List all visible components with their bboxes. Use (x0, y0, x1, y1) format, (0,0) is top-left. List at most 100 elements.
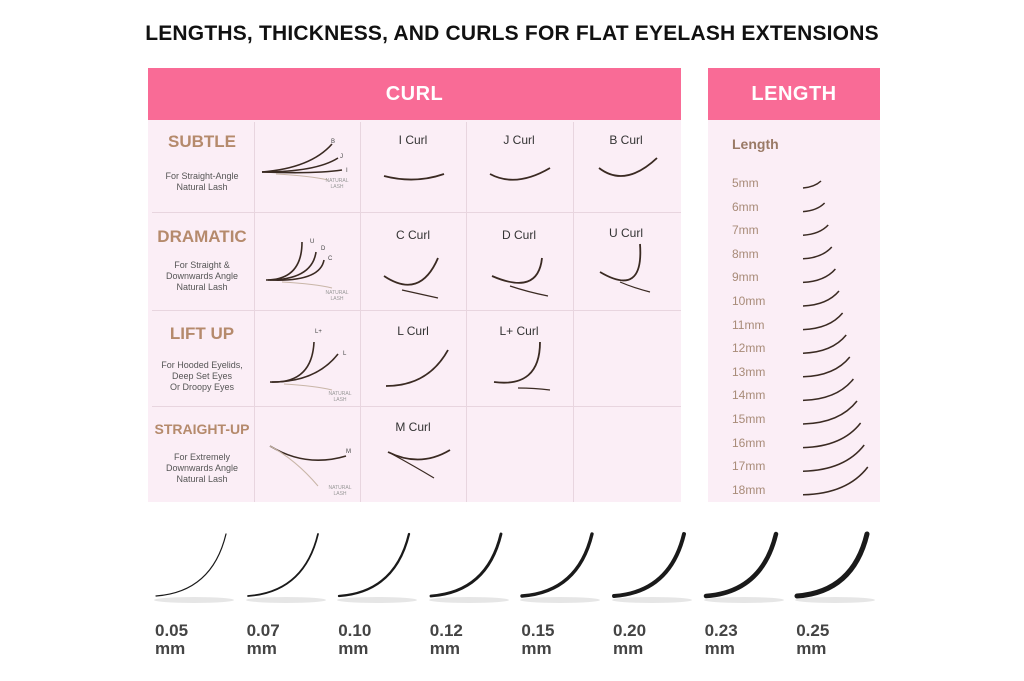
length-lash (802, 422, 862, 449)
lplus-curl-lash (493, 341, 551, 391)
length-label: 5mm (732, 176, 759, 190)
curl-label-d: D Curl (501, 228, 536, 242)
compare-letter-i: I (346, 168, 348, 174)
length-header: LENGTH (708, 68, 880, 120)
b-curl-lash (598, 157, 658, 177)
natural-text: NATURAL (325, 290, 349, 296)
natural-text: LASH (330, 184, 344, 190)
length-lash (802, 202, 826, 213)
grid-vertical-2 (360, 122, 361, 502)
thickness-lash (337, 532, 418, 603)
natural-text: LASH (333, 491, 347, 497)
curl-header: CURL (148, 68, 681, 120)
desc-line: For Hooded Eyelids, (161, 360, 243, 370)
thickness-lash (154, 533, 234, 603)
thickness-value: 0.05 (155, 621, 189, 640)
length-label: 18mm (732, 482, 766, 497)
curl-label-lplus: L+ Curl (499, 324, 539, 338)
desc-line: For Extremely (173, 452, 230, 462)
thickness-label: 0.23 mm (705, 622, 775, 658)
d-curl-lash (491, 257, 549, 297)
length-lash (802, 356, 851, 378)
curl-label-i: I Curl (398, 133, 428, 147)
natural-lash-label: NATURAL LASH (325, 391, 355, 403)
thickness-unit: mm (521, 639, 552, 658)
desc-line: Natural Lash (176, 474, 228, 484)
length-lash (802, 444, 865, 472)
thickness-label: 0.20 mm (613, 622, 683, 658)
length-label: 15mm (732, 412, 766, 426)
length-label: 17mm (732, 459, 766, 474)
category-subtle-desc: For Straight-Angle Natural Lash (152, 171, 252, 193)
compare-letter-j: J (340, 154, 343, 160)
category-dramatic-desc: For Straight & Downwards Angle Natural L… (152, 260, 252, 293)
curl-label-j: J Curl (503, 133, 535, 147)
compare-letter-u: U (310, 239, 315, 245)
length-lash (802, 224, 829, 236)
thickness-label: 0.15 mm (521, 622, 591, 658)
u-curl-lash (599, 243, 651, 293)
curl-label-b: B Curl (609, 133, 643, 147)
length-label: 16mm (732, 435, 766, 450)
length-lash (802, 268, 836, 284)
thickness-unit: mm (246, 639, 277, 658)
l-curl-lash (385, 349, 449, 387)
natural-lash-label: NATURAL LASH (322, 178, 352, 190)
natural-text: NATURAL (325, 178, 349, 184)
desc-line: Deep Set Eyes (171, 371, 233, 381)
natural-text: LASH (330, 296, 344, 302)
natural-text: NATURAL (328, 485, 352, 491)
grid-horizontal-1 (152, 212, 681, 213)
thickness-lash (703, 531, 784, 603)
compare-letter-m: M (346, 449, 351, 455)
c-curl-lash (383, 257, 439, 299)
dramatic-compare-diagram (265, 241, 333, 289)
thickness-label: 0.10 mm (338, 622, 408, 658)
thickness-label: 0.12 mm (430, 622, 500, 658)
length-label: 12mm (732, 341, 766, 356)
length-lash (802, 466, 869, 496)
compare-letter-c: C (328, 256, 333, 262)
curl-label-l: L Curl (397, 324, 429, 338)
length-lash (802, 246, 833, 260)
compare-letter-b: B (331, 139, 336, 145)
i-curl-lash (383, 173, 445, 181)
desc-line: Downwards Angle (165, 271, 239, 281)
curl-label-m: M Curl (395, 420, 431, 434)
curl-label-c: C Curl (395, 228, 430, 242)
length-label: 13mm (732, 364, 766, 379)
grid-horizontal-2 (152, 310, 681, 311)
category-straightup-title: STRAIGHT-UP (154, 421, 250, 437)
thickness-value: 0.23 (704, 621, 738, 640)
thickness-value: 0.10 (338, 621, 372, 640)
natural-text: NATURAL (328, 391, 352, 397)
desc-line: Natural Lash (176, 282, 228, 292)
length-subheader: Length (732, 136, 779, 152)
length-lash (802, 378, 854, 402)
grid-vertical-4 (573, 122, 574, 502)
thickness-label: 0.07 mm (247, 622, 317, 658)
length-label: 8mm (732, 246, 759, 261)
grid-horizontal-3 (152, 406, 681, 407)
curl-label-u: U Curl (608, 226, 643, 240)
length-label: 14mm (732, 388, 766, 403)
length-panel (708, 68, 880, 502)
grid-vertical-1 (254, 122, 255, 502)
desc-line: For Straight & (174, 260, 230, 270)
length-lash (802, 312, 844, 331)
grid-vertical-3 (466, 122, 467, 502)
thickness-lash (794, 531, 876, 603)
compare-letter-lplus: L+ (315, 329, 322, 335)
desc-line: For Straight-Angle (165, 171, 239, 181)
compare-letter-d: D (321, 246, 326, 252)
thickness-lash (428, 532, 509, 603)
length-label: 6mm (732, 199, 759, 214)
natural-lash-label: NATURAL LASH (325, 485, 355, 497)
j-curl-lash (489, 167, 551, 181)
thickness-label: 0.05 mm (155, 622, 225, 658)
thickness-value: 0.20 (613, 621, 647, 640)
desc-line: Downwards Angle (165, 463, 239, 473)
thickness-unit: mm (155, 639, 186, 658)
desc-line: Or Droopy Eyes (169, 382, 235, 392)
thickness-unit: mm (613, 639, 644, 658)
